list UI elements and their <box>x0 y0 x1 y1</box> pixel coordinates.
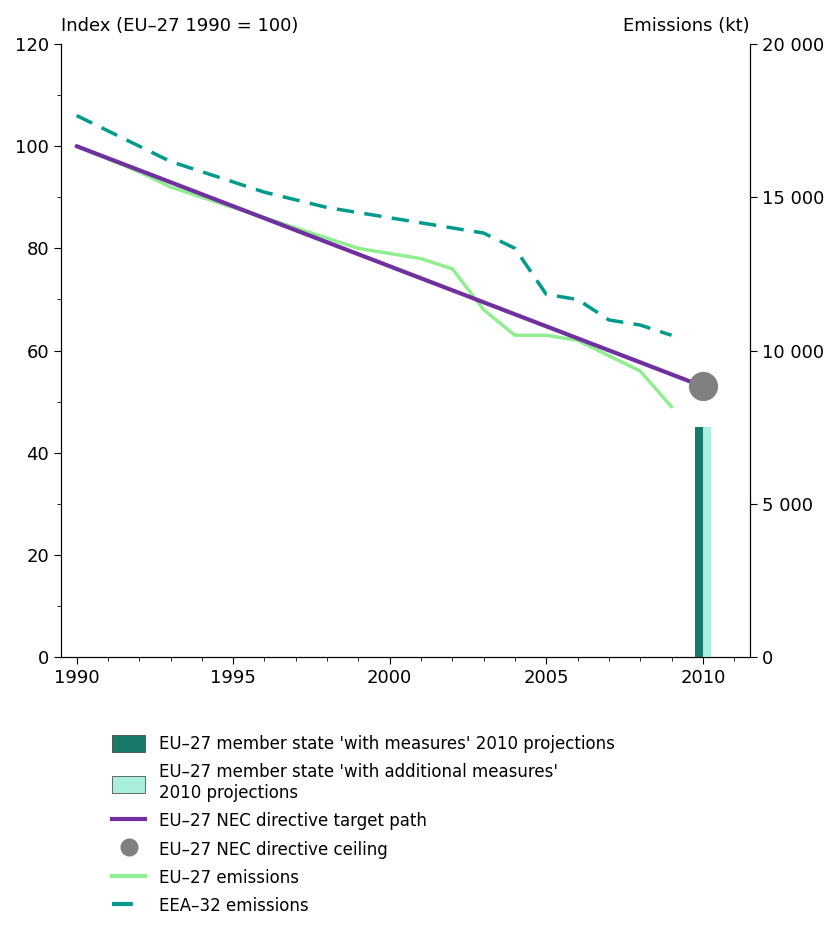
Legend: EU–27 member state 'with measures' 2010 projections, EU–27 member state 'with ad: EU–27 member state 'with measures' 2010 … <box>104 727 623 923</box>
Text: Emissions (kt): Emissions (kt) <box>623 17 750 35</box>
Text: Index (EU–27 1990 = 100): Index (EU–27 1990 = 100) <box>61 17 299 35</box>
Bar <box>703 428 711 657</box>
Bar <box>695 428 703 657</box>
